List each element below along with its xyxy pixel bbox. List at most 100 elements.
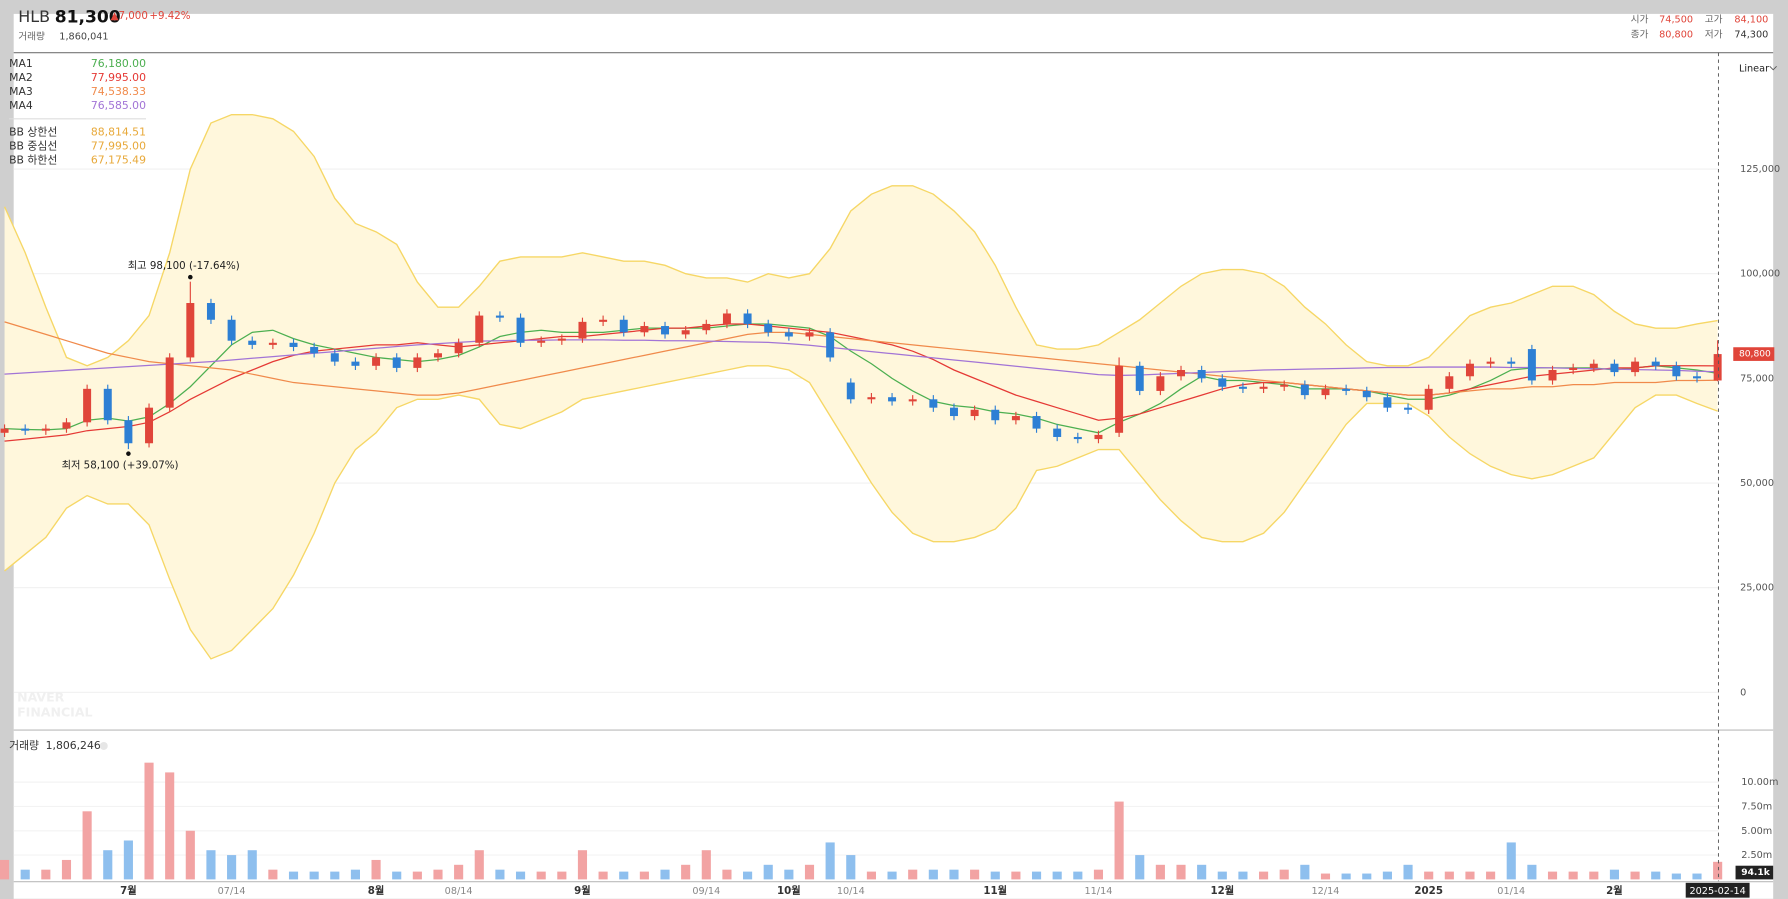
candle-body bbox=[227, 319, 236, 341]
volume-bar bbox=[949, 869, 959, 880]
volume-bar bbox=[908, 869, 918, 880]
volume-bar bbox=[1300, 864, 1310, 880]
candle-body bbox=[248, 340, 257, 345]
legend-name: MA2 bbox=[9, 71, 33, 84]
candle-body bbox=[62, 422, 71, 429]
volume-bar bbox=[1382, 871, 1392, 880]
candle-body bbox=[557, 338, 566, 341]
volume-bar bbox=[185, 830, 195, 880]
volume-name: 거래량 bbox=[18, 31, 45, 43]
price: 81,300 bbox=[55, 7, 121, 27]
band-line bbox=[3, 113, 1718, 367]
crosshair-date-box bbox=[1685, 882, 1750, 898]
volume-bar bbox=[619, 871, 629, 880]
candle-body bbox=[1527, 349, 1536, 381]
volume-legend-value: 1,806,246 bbox=[46, 739, 101, 752]
volume-bar bbox=[1692, 873, 1702, 880]
candle-body bbox=[413, 357, 422, 368]
y-tick-label: 100,000 bbox=[1740, 269, 1780, 280]
volume-bar bbox=[268, 869, 278, 880]
volume-bar bbox=[474, 850, 484, 880]
volume-bar bbox=[1609, 869, 1620, 880]
volume-bar bbox=[1238, 871, 1248, 880]
y-tick-label: 7.50m bbox=[1741, 801, 1772, 812]
dropdown-arrow[interactable] bbox=[1769, 66, 1777, 71]
volume-bar bbox=[350, 869, 360, 880]
legend-name: BB 상한선 bbox=[9, 125, 57, 138]
candle-body bbox=[330, 353, 339, 362]
volume-bar bbox=[866, 871, 876, 880]
volume-bar bbox=[557, 871, 567, 880]
candle-body bbox=[1011, 416, 1020, 421]
change-pct: +9.42% bbox=[149, 10, 190, 22]
volume-bar bbox=[0, 859, 10, 880]
x-tick-label: 10/14 bbox=[837, 886, 865, 897]
candle-body bbox=[826, 332, 835, 358]
volume-bar bbox=[309, 871, 319, 880]
volume-bar bbox=[61, 859, 72, 880]
watermark: FINANCIAL bbox=[17, 704, 92, 719]
volume-bar bbox=[495, 869, 505, 880]
candle-body bbox=[372, 357, 381, 366]
volume-bar bbox=[1093, 869, 1104, 880]
volume-bar bbox=[1031, 871, 1042, 880]
volume-bar bbox=[639, 871, 649, 880]
candle-body bbox=[1589, 363, 1598, 368]
candle-body bbox=[908, 399, 917, 402]
legend-value: 76,180.00 bbox=[91, 57, 146, 70]
volume-bar bbox=[1362, 873, 1372, 880]
candle-body bbox=[661, 326, 670, 335]
candle-body bbox=[351, 361, 360, 366]
volume-bar bbox=[1506, 842, 1516, 880]
candle-body bbox=[1300, 384, 1309, 396]
candle-body bbox=[991, 409, 1000, 421]
high: 84,100 bbox=[1734, 15, 1768, 26]
volume-bar bbox=[1465, 871, 1475, 880]
change: ▲7,000 bbox=[111, 10, 148, 22]
candle-body bbox=[846, 382, 855, 400]
candle-body bbox=[1404, 407, 1413, 410]
x-tick-label: 11/14 bbox=[1084, 886, 1112, 897]
candle-body bbox=[1032, 416, 1041, 429]
volume-bar bbox=[1568, 871, 1578, 880]
candle-body bbox=[434, 353, 442, 358]
scale-selector[interactable]: Linear bbox=[1739, 64, 1777, 75]
x-tick-label: 9월 bbox=[574, 884, 591, 897]
x-tick-label: 07/14 bbox=[218, 886, 246, 897]
close-icon[interactable] bbox=[99, 741, 108, 750]
legend-value: 67,175.49 bbox=[91, 154, 146, 167]
candle-body bbox=[1486, 361, 1495, 364]
candle-body bbox=[475, 315, 484, 343]
low-name: 저가 bbox=[1705, 28, 1723, 40]
candle-body bbox=[516, 317, 525, 343]
candle-body bbox=[681, 330, 690, 335]
x-tick-label: 2월 bbox=[1606, 884, 1623, 897]
close: 80,800 bbox=[1659, 29, 1693, 40]
candle-body bbox=[1383, 397, 1392, 408]
y-tick-label: 10.00m bbox=[1741, 777, 1778, 788]
close-name: 종가 bbox=[1631, 28, 1649, 40]
x-tick-label: 08/14 bbox=[445, 886, 473, 897]
x-tick-label: 01/14 bbox=[1497, 886, 1525, 897]
candle-body bbox=[1342, 388, 1351, 391]
candle-body bbox=[495, 315, 504, 318]
volume-bar bbox=[288, 871, 299, 880]
candle-body bbox=[1177, 369, 1186, 377]
volume-bar bbox=[928, 869, 938, 880]
candle-body bbox=[1073, 436, 1082, 440]
volume-bar bbox=[701, 850, 711, 880]
volume-bar bbox=[1341, 873, 1351, 880]
candle-body bbox=[1362, 390, 1371, 398]
candle-body bbox=[888, 397, 897, 402]
high-annotation: 최고 98,100 (-17.64%) bbox=[128, 260, 240, 272]
scale-label[interactable]: Linear bbox=[1739, 64, 1769, 75]
volume-bar bbox=[1114, 801, 1124, 880]
candle-body bbox=[764, 323, 773, 333]
low: 74,300 bbox=[1734, 29, 1768, 40]
candle-body bbox=[1610, 363, 1619, 373]
volume-legend-name: 거래량 bbox=[9, 739, 39, 752]
volume-bar bbox=[1651, 871, 1661, 880]
candle-body bbox=[310, 346, 319, 354]
candle-body bbox=[1445, 376, 1454, 389]
